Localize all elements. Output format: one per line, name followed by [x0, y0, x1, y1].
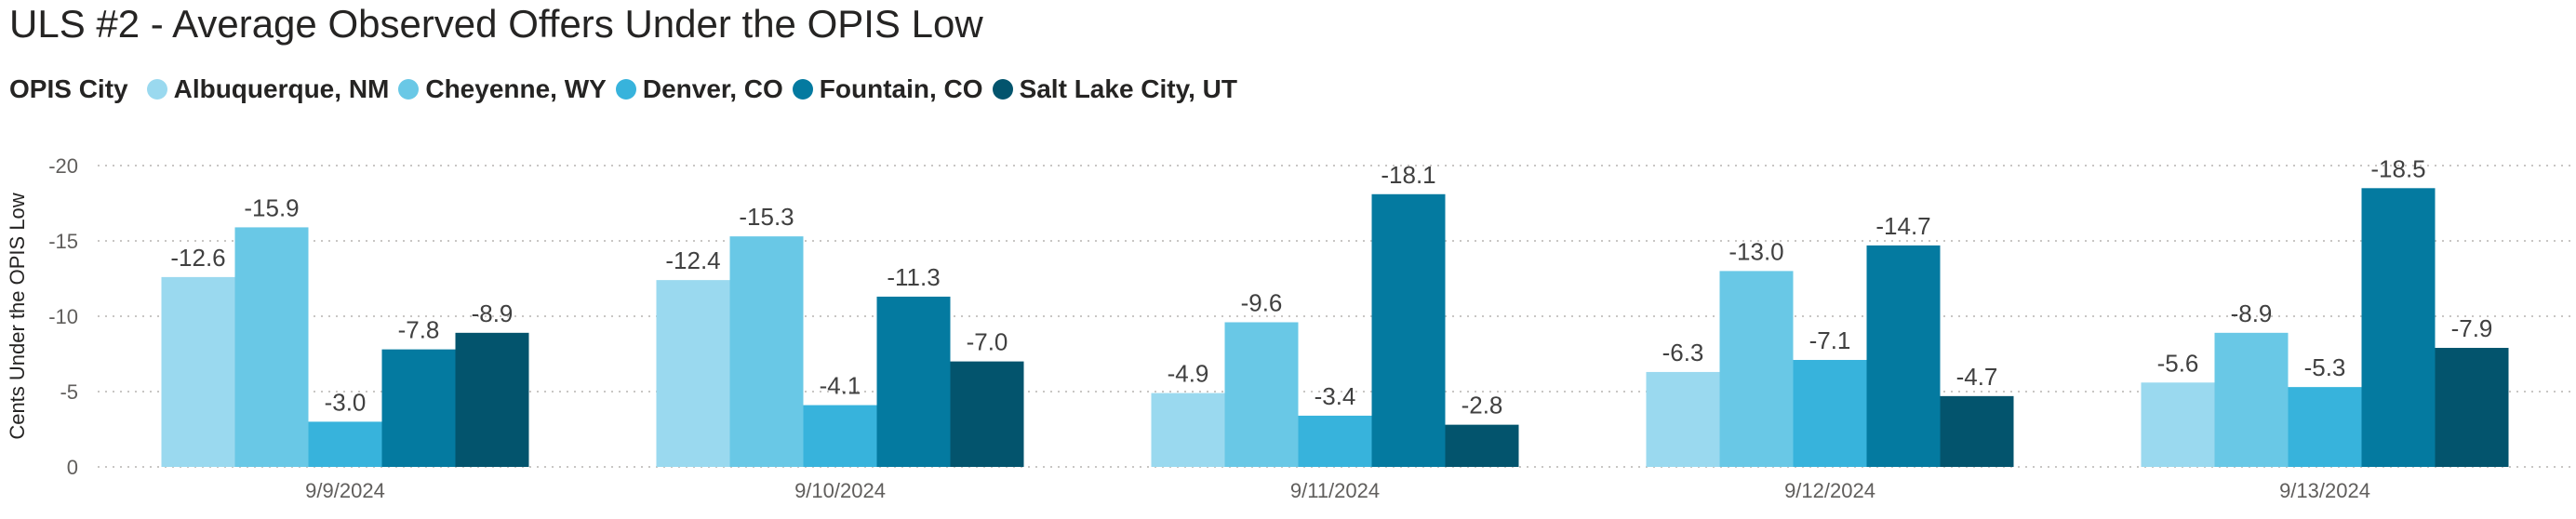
- legend-item-salt-lake-city[interactable]: Salt Lake City, UT: [992, 74, 1237, 104]
- legend-title: OPIS City: [9, 74, 128, 103]
- data-label: -7.8: [398, 316, 440, 344]
- bar[interactable]: [876, 296, 951, 467]
- legend-swatch-denver: [615, 79, 636, 100]
- legend-label-albuquerque: Albuquerque, NM: [173, 74, 390, 103]
- legend-label-fountain: Fountain, CO: [819, 74, 983, 103]
- bar[interactable]: [161, 276, 235, 467]
- data-label: -5.3: [2304, 353, 2346, 381]
- data-label: -4.9: [1168, 360, 1209, 388]
- data-label: -8.9: [2231, 299, 2273, 327]
- x-tick-label: 9/12/2024: [1784, 479, 1875, 502]
- legend-swatch-cheyenne: [398, 79, 420, 100]
- data-label: -9.6: [1241, 288, 1283, 316]
- y-axis-ticks: 0 -5 -10 -15 -20: [48, 154, 78, 479]
- bar[interactable]: [729, 236, 804, 467]
- data-label: -8.9: [472, 299, 514, 327]
- bar[interactable]: [308, 421, 382, 467]
- data-label: -18.1: [1381, 161, 1435, 189]
- legend-swatch-salt-lake-city: [992, 79, 1013, 100]
- bar[interactable]: [2141, 382, 2215, 467]
- x-tick-label: 9/9/2024: [305, 479, 385, 502]
- bar[interactable]: [2288, 387, 2362, 467]
- y-axis-label: Cents Under the OPIS Low: [6, 193, 29, 439]
- legend-item-cheyenne[interactable]: Cheyenne, WY: [398, 74, 607, 104]
- bar[interactable]: [2435, 348, 2509, 467]
- bar[interactable]: [1940, 395, 2014, 467]
- x-tick-label: 9/10/2024: [794, 479, 886, 502]
- y-tick-label: -5: [60, 380, 78, 404]
- legend: OPIS City Albuquerque, NM Cheyenne, WY D…: [9, 74, 1247, 104]
- data-label: -12.6: [170, 244, 225, 272]
- bar[interactable]: [455, 332, 529, 467]
- bar[interactable]: [1646, 371, 1720, 467]
- bar[interactable]: [656, 280, 730, 467]
- bar[interactable]: [2361, 188, 2436, 468]
- legend-item-denver[interactable]: Denver, CO: [615, 74, 783, 104]
- bar[interactable]: [950, 361, 1024, 467]
- bar[interactable]: [1866, 245, 1941, 467]
- bar[interactable]: [1445, 424, 1519, 467]
- data-label: -4.1: [820, 372, 861, 400]
- data-label: -14.7: [1875, 212, 1930, 240]
- chart-title: ULS #2 - Average Observed Offers Under t…: [9, 2, 983, 46]
- data-label: -15.9: [244, 193, 299, 221]
- bar[interactable]: [1371, 193, 1446, 467]
- data-label: -5.6: [2157, 349, 2199, 377]
- bar[interactable]: [803, 405, 877, 467]
- data-label: -12.4: [665, 246, 720, 274]
- bar[interactable]: [1151, 393, 1225, 467]
- data-label: -3.0: [325, 388, 367, 416]
- legend-label-salt-lake-city: Salt Lake City, UT: [1019, 74, 1237, 103]
- data-label: -7.9: [2451, 314, 2493, 342]
- y-tick-label: 0: [67, 456, 78, 479]
- bar[interactable]: [1298, 415, 1372, 467]
- legend-swatch-albuquerque: [146, 79, 167, 100]
- x-axis-ticks: 9/9/2024 9/10/2024 9/11/2024 9/12/2024 9/13/…: [305, 479, 2370, 502]
- data-label: -13.0: [1728, 237, 1783, 265]
- bar[interactable]: [1793, 359, 1867, 467]
- bars: [161, 188, 2509, 468]
- data-label: -18.5: [2370, 154, 2425, 182]
- data-labels: -12.6 -15.9 -3.0 -7.8 -8.9 -12.4 -15.3 -4.1 -11.…: [170, 154, 2492, 419]
- legend-label-cheyenne: Cheyenne, WY: [425, 74, 607, 103]
- bar[interactable]: [1224, 322, 1299, 467]
- legend-item-albuquerque[interactable]: Albuquerque, NM: [146, 74, 390, 104]
- data-label: -7.0: [967, 328, 1008, 356]
- legend-swatch-fountain: [792, 79, 813, 100]
- data-label: -11.3: [887, 263, 940, 291]
- bar[interactable]: [2214, 332, 2289, 467]
- y-tick-label: -15: [48, 230, 78, 253]
- data-label: -6.3: [1662, 339, 1704, 366]
- y-tick-label: -10: [48, 305, 78, 328]
- data-label: -3.4: [1315, 382, 1356, 410]
- y-tick-label: -20: [48, 154, 78, 178]
- data-label: -4.7: [1956, 363, 1998, 391]
- data-label: -15.3: [739, 203, 794, 231]
- legend-label-denver: Denver, CO: [642, 74, 783, 103]
- data-label: -7.1: [1809, 326, 1851, 354]
- x-tick-label: 9/11/2024: [1290, 479, 1380, 502]
- bar[interactable]: [381, 349, 456, 467]
- legend-item-fountain[interactable]: Fountain, CO: [792, 74, 983, 104]
- x-tick-label: 9/13/2024: [2279, 479, 2370, 502]
- bar[interactable]: [234, 227, 309, 468]
- data-label: -2.8: [1462, 392, 1503, 419]
- bar[interactable]: [1719, 271, 1794, 467]
